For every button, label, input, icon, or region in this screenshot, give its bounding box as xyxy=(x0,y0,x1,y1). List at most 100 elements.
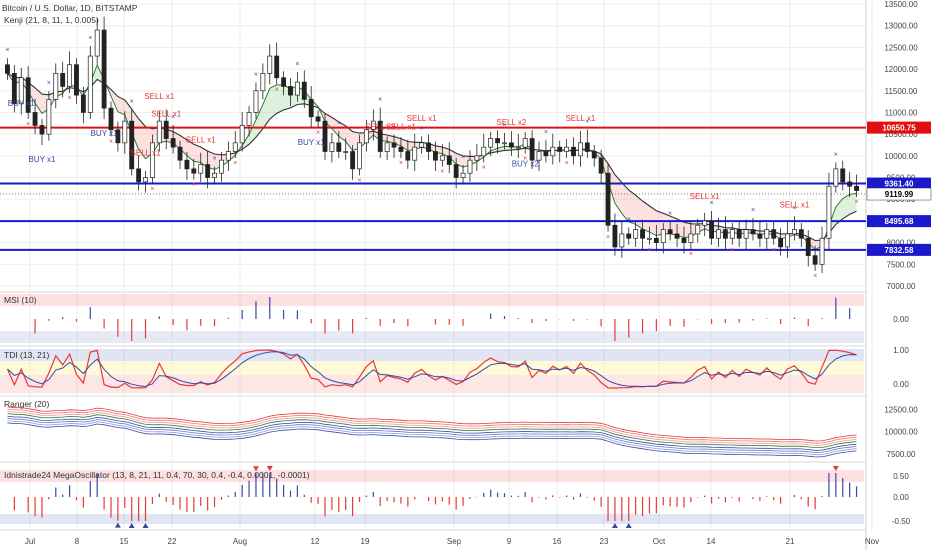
candle xyxy=(281,77,287,87)
candle xyxy=(260,73,266,92)
candle xyxy=(25,77,31,113)
sell-signal-label: SELL x1 xyxy=(690,192,720,201)
candle xyxy=(322,120,328,152)
sell-signal-label: SELL x2 xyxy=(496,118,526,127)
x-marker: × xyxy=(275,86,279,93)
candle xyxy=(626,233,632,239)
tdi-line-red xyxy=(6,349,857,389)
candle xyxy=(619,233,625,248)
candle xyxy=(329,142,335,152)
price-tick-label: 10500.00 xyxy=(884,130,918,139)
candle xyxy=(508,142,514,148)
msi-lower-zone xyxy=(0,331,864,343)
x-marker: × xyxy=(730,247,734,254)
candle xyxy=(833,168,839,187)
symbol-title: Bitcoin / U.S. Dollar, 1D, BITSTAMP xyxy=(2,3,138,13)
ma-cloud-segment xyxy=(345,125,353,151)
x-marker: × xyxy=(171,114,175,121)
mega-signal-arrow xyxy=(625,523,632,528)
candle xyxy=(60,73,66,87)
x-marker: × xyxy=(482,164,486,171)
candle xyxy=(674,233,680,239)
mega-signal-arrow xyxy=(142,523,149,528)
candle xyxy=(750,229,756,235)
x-marker: × xyxy=(130,98,134,105)
sell-signal-label: SELL x1 xyxy=(144,92,174,101)
candle xyxy=(840,168,846,183)
time-label: 8 xyxy=(75,537,80,546)
candle xyxy=(460,172,466,178)
mega-axis-label: -0.50 xyxy=(892,517,911,526)
candle xyxy=(115,129,121,144)
x-marker: × xyxy=(668,210,672,217)
candle xyxy=(854,185,859,191)
sell-signal-label: SELL x1 xyxy=(131,149,161,158)
msi-axis-label: 0.00 xyxy=(893,315,909,324)
ranger-panel xyxy=(7,406,857,458)
buy-signal-label: BUY x1 xyxy=(298,138,326,147)
x-marker: × xyxy=(109,138,113,145)
candle xyxy=(640,229,645,239)
ma-cloud-segment xyxy=(449,149,457,165)
x-marker: × xyxy=(502,122,506,129)
time-label: 21 xyxy=(786,537,795,546)
mega-signal-arrow xyxy=(252,466,259,472)
ranger-band xyxy=(7,408,857,444)
ma-cloud-segment xyxy=(400,138,408,151)
candle xyxy=(529,138,535,161)
candle xyxy=(336,142,342,152)
candle xyxy=(219,159,224,174)
mega-lower-zone xyxy=(0,514,864,524)
candle xyxy=(156,120,162,144)
candle xyxy=(11,73,17,105)
indicator-title: Kenji (21, 8, 11, 1, 0.005) xyxy=(4,15,99,25)
sell-signal-label: SELL x1 xyxy=(565,114,595,123)
candle xyxy=(129,120,135,170)
tdi-mid-zone xyxy=(0,361,864,375)
candle xyxy=(384,142,390,152)
x-marker: × xyxy=(813,273,817,280)
ranger-band xyxy=(7,415,857,451)
candle xyxy=(716,229,721,239)
x-marker: × xyxy=(544,129,548,136)
candle xyxy=(170,138,176,148)
time-label: Nov xyxy=(865,537,879,546)
candle xyxy=(419,142,425,148)
price-label-bg xyxy=(867,215,931,228)
candle xyxy=(108,107,114,131)
x-marker: × xyxy=(751,207,755,214)
candle xyxy=(495,138,501,144)
candle xyxy=(343,151,349,153)
x-marker: × xyxy=(855,199,859,206)
candle xyxy=(94,29,100,57)
x-marker: × xyxy=(150,186,154,193)
mega-signal-arrow xyxy=(128,523,135,528)
candle xyxy=(301,81,307,100)
sell-signal-label: SELL x1 xyxy=(779,201,809,210)
candle xyxy=(633,229,639,239)
candle xyxy=(647,237,652,240)
candle xyxy=(543,151,549,157)
x-marker: × xyxy=(26,121,30,128)
candle xyxy=(584,142,590,152)
candle xyxy=(826,185,832,239)
candle xyxy=(308,99,314,118)
x-marker: × xyxy=(647,247,651,254)
mega-signal-arrow xyxy=(611,523,618,528)
x-marker: × xyxy=(357,177,361,184)
candle xyxy=(681,237,687,243)
x-marker: × xyxy=(337,120,341,127)
candle xyxy=(398,146,404,152)
candle xyxy=(798,229,804,239)
buy-signal-label: BUY x2 xyxy=(512,159,540,168)
ma-cloud-segment xyxy=(276,84,284,114)
x-marker: × xyxy=(606,234,610,241)
candle xyxy=(350,151,356,170)
sell-signal-label: SELL x1 xyxy=(386,123,416,132)
candle xyxy=(757,233,763,239)
price-tick-label: 7000.00 xyxy=(887,282,916,291)
candle xyxy=(294,81,300,96)
price-label: 10650.75 xyxy=(882,124,916,133)
ma-cloud-segment xyxy=(269,84,277,119)
